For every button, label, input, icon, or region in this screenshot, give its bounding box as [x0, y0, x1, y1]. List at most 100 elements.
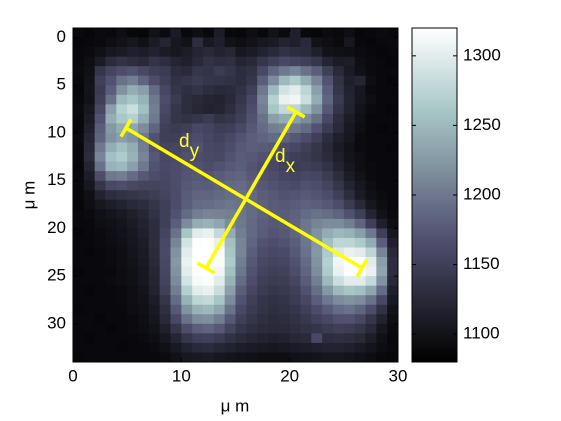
- heatmap-cell: [138, 123, 150, 134]
- heatmap-cell: [333, 123, 345, 134]
- heatmap-cell: [116, 152, 128, 162]
- heatmap-cell: [224, 132, 236, 143]
- heatmap-cell: [116, 37, 128, 48]
- heatmap-cell: [127, 209, 139, 220]
- heatmap-cell: [387, 190, 399, 201]
- heatmap-cell: [127, 28, 139, 38]
- heatmap-cell: [289, 247, 301, 258]
- heatmap-cell: [181, 180, 193, 191]
- heatmap-cell: [148, 113, 161, 124]
- axes-frame: [72, 27, 399, 363]
- heatmap-cell: [105, 257, 117, 267]
- heatmap-cell: [159, 266, 171, 277]
- heatmap-cell: [203, 190, 215, 201]
- heatmap-cell: [148, 66, 161, 77]
- heatmap-cell: [224, 209, 236, 220]
- heatmap-cell: [213, 257, 226, 267]
- heatmap-cell: [213, 66, 226, 77]
- heatmap-cell: [257, 56, 269, 67]
- heatmap-cell: [354, 323, 366, 334]
- heatmap-cell: [289, 285, 301, 296]
- heatmap-cell: [116, 171, 128, 182]
- heatmap-cell: [192, 37, 204, 48]
- heatmap-cell: [376, 266, 388, 277]
- heatmap-cell: [148, 323, 161, 334]
- heatmap-cell: [159, 47, 171, 58]
- heatmap-cell: [289, 266, 301, 277]
- heatmap-cell: [387, 352, 399, 363]
- heatmap-cell: [235, 66, 247, 77]
- heatmap-cell: [322, 37, 334, 48]
- heatmap-cell: [203, 161, 215, 172]
- heatmap-cell: [170, 209, 182, 220]
- heatmap-cell: [365, 257, 377, 267]
- heatmap-cell: [343, 209, 356, 220]
- heatmap-cell: [311, 132, 323, 143]
- heatmap-cell: [289, 199, 301, 210]
- heatmap-cell: [289, 333, 301, 344]
- heatmap-cell: [181, 218, 193, 229]
- heatmap-cell: [322, 28, 334, 38]
- heatmap-cell: [235, 257, 247, 267]
- heatmap-cell: [257, 218, 269, 229]
- heatmap-cell: [343, 94, 356, 105]
- heatmap-cell: [343, 142, 356, 153]
- heatmap-cell: [181, 142, 193, 153]
- heatmap-cell: [148, 47, 161, 58]
- heatmap-cell: [213, 342, 226, 353]
- heatmap-cell: [343, 218, 356, 229]
- heatmap-cell: [343, 104, 356, 115]
- heatmap-cell: [387, 75, 399, 86]
- heatmap-cell: [83, 304, 96, 315]
- heatmap-cell: [289, 180, 301, 191]
- heatmap-cell: [94, 85, 106, 96]
- heatmap-cell: [300, 132, 312, 143]
- heatmap-cell: [105, 180, 117, 191]
- heatmap-cell: [387, 237, 399, 248]
- heatmap-cell: [127, 47, 139, 58]
- heatmap-cell: [224, 237, 236, 248]
- heatmap-cell: [322, 247, 334, 258]
- heatmap-cell: [235, 85, 247, 96]
- heatmap-cell: [170, 66, 182, 77]
- heatmap-cell: [333, 28, 345, 38]
- annotation-label: dy: [179, 131, 200, 162]
- heatmap-cell: [127, 342, 139, 353]
- heatmap-cell: [159, 104, 171, 115]
- heatmap-cell: [322, 85, 334, 96]
- heatmap-cell: [300, 276, 312, 287]
- heatmap-cell: [311, 152, 323, 162]
- heatmap-cell: [365, 228, 377, 239]
- heatmap-cell: [181, 75, 193, 86]
- heatmap-cell: [94, 94, 106, 105]
- heatmap-cell: [343, 333, 356, 344]
- heatmap-cell: [333, 352, 345, 363]
- heatmap-cell: [224, 180, 236, 191]
- heatmap-cell: [343, 237, 356, 248]
- heatmap-cell: [213, 209, 226, 220]
- heatmap-cell: [224, 314, 236, 325]
- heatmap-cell: [235, 314, 247, 325]
- heatmap-cell: [203, 47, 215, 58]
- heatmap-cell: [278, 285, 291, 296]
- heatmap-cell: [73, 132, 85, 143]
- heatmap-cell: [170, 285, 182, 296]
- heatmap-cell: [192, 123, 204, 134]
- heatmap-cell: [311, 171, 323, 182]
- heatmap-cell: [192, 66, 204, 77]
- heatmap-cell: [224, 113, 236, 124]
- heatmap-cell: [300, 113, 312, 124]
- dx-line: [204, 111, 298, 269]
- heatmap-cell: [300, 218, 312, 229]
- heatmap-cell: [116, 28, 128, 38]
- heatmap-cell: [246, 152, 258, 162]
- heatmap-cell: [311, 94, 323, 105]
- heatmap-cell: [300, 323, 312, 334]
- heatmap-cell: [203, 180, 215, 191]
- heatmap-cell: [159, 94, 171, 105]
- heatmap-cell: [83, 314, 96, 325]
- heatmap-cell: [127, 218, 139, 229]
- heatmap-cell: [148, 132, 161, 143]
- heatmap-cell: [116, 113, 128, 124]
- heatmap-cell: [300, 266, 312, 277]
